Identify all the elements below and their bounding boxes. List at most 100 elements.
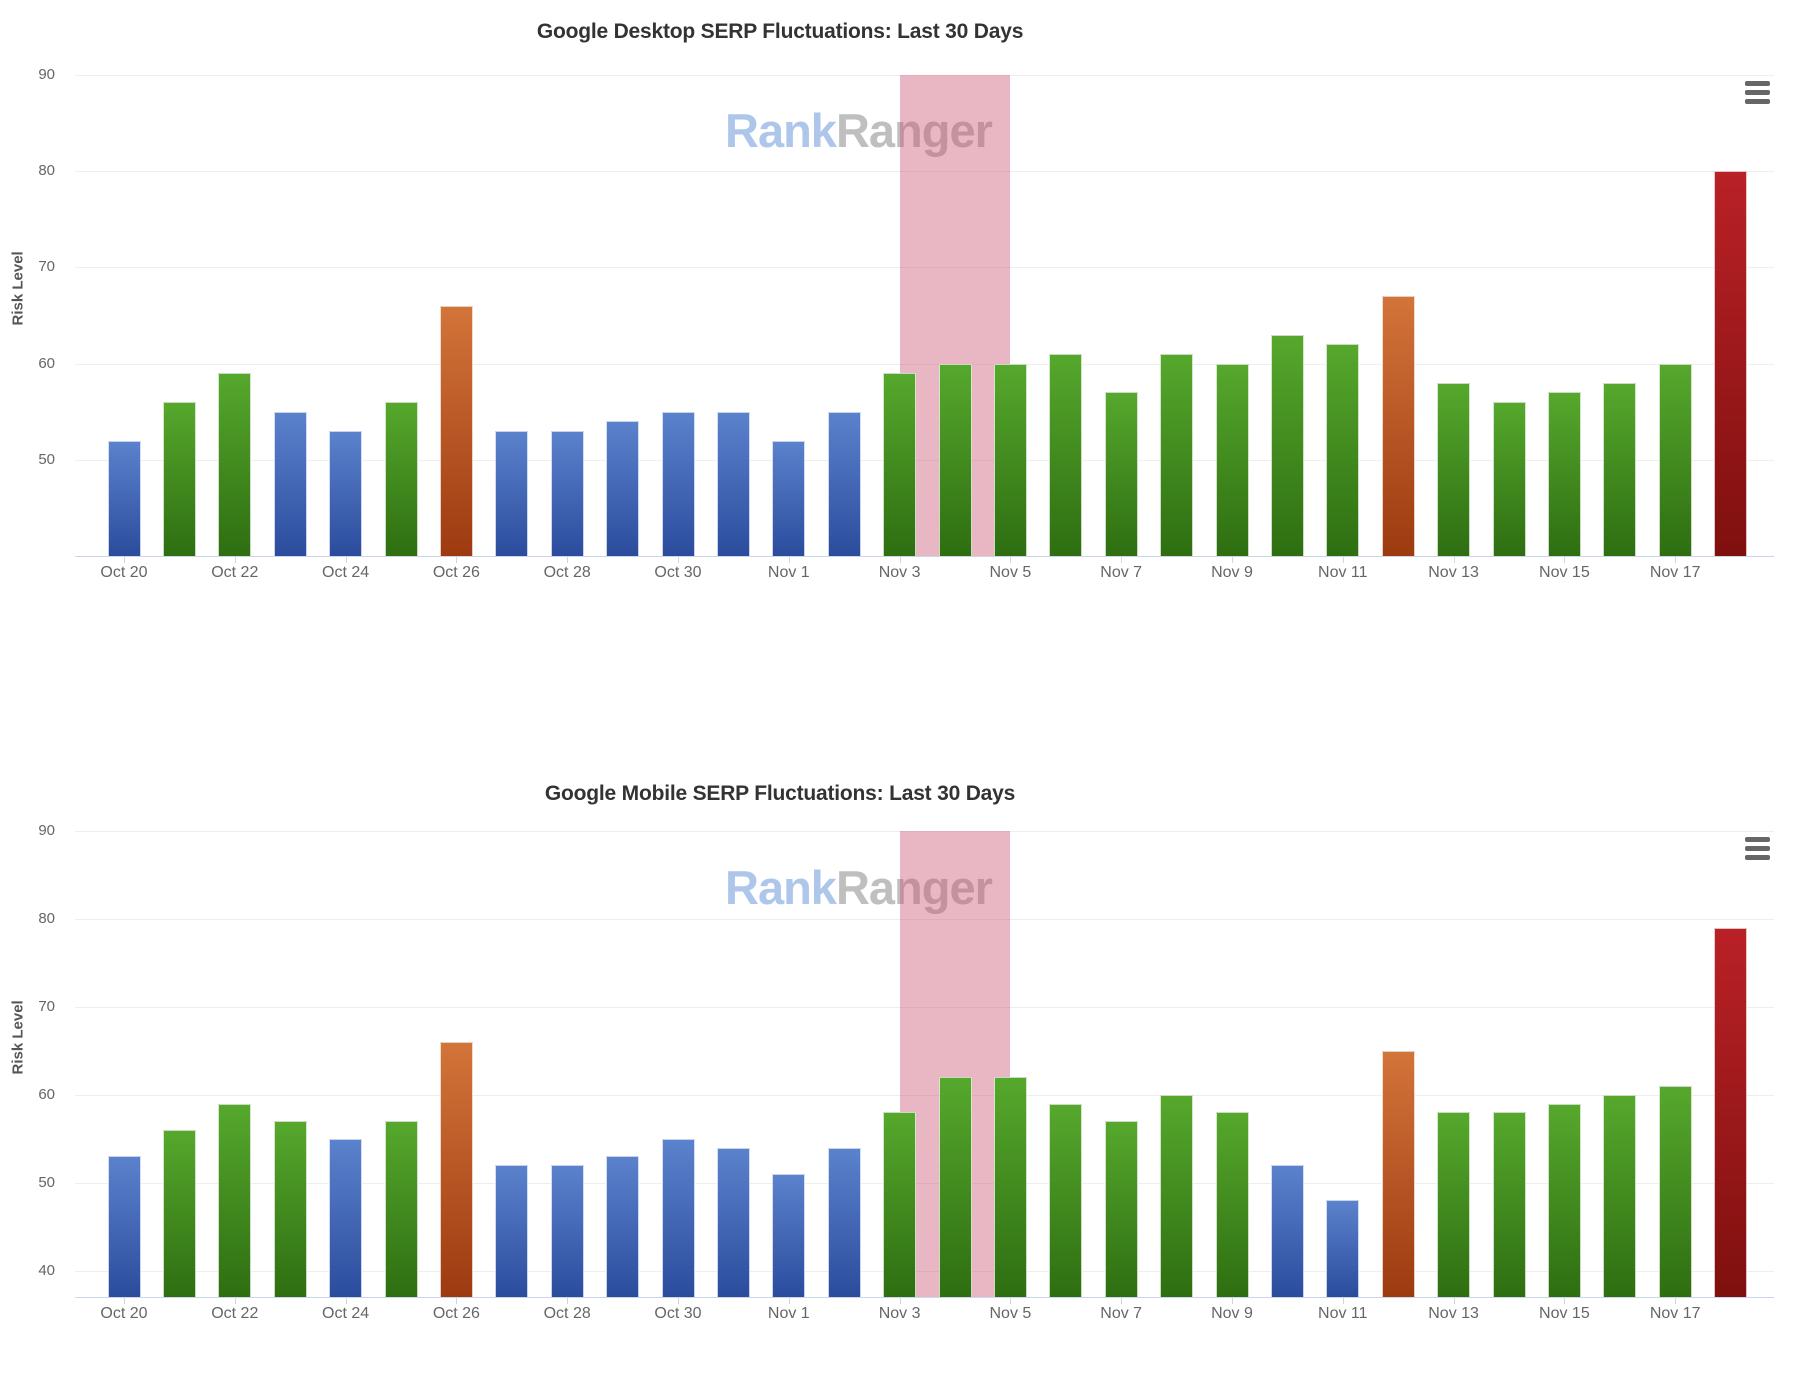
x-tick-label: Oct 26 xyxy=(432,1305,480,1322)
bar-oct-20[interactable] xyxy=(107,1156,141,1297)
bar-nov-15[interactable] xyxy=(1547,392,1581,556)
bar-nov-3[interactable] xyxy=(883,373,917,556)
bar-oct-30[interactable] xyxy=(661,411,695,556)
x-tick-label: Oct 22 xyxy=(211,1305,259,1322)
mobile-plot-area xyxy=(75,831,1774,1298)
bar-oct-24[interactable] xyxy=(329,430,363,556)
tick-mark xyxy=(1342,557,1344,563)
tick-mark xyxy=(788,557,790,563)
bar-nov-18[interactable] xyxy=(1714,927,1748,1297)
bar-nov-11[interactable] xyxy=(1326,1200,1360,1297)
y-tick-label: 70 xyxy=(38,258,55,276)
y-tick-label: 40 xyxy=(38,1261,55,1279)
desktop-chart-menu-button[interactable] xyxy=(1745,81,1771,105)
x-tick-label: Nov 15 xyxy=(1539,1305,1590,1322)
bar-nov-14[interactable] xyxy=(1492,402,1526,556)
rankranger-watermark: RankRanger xyxy=(725,860,993,915)
y-tick-label: 80 xyxy=(38,909,55,927)
bar-nov-4[interactable] xyxy=(938,1077,972,1297)
x-tick-label: Oct 28 xyxy=(543,564,591,581)
x-tick-label: Nov 7 xyxy=(1100,1305,1143,1322)
bar-nov-3[interactable] xyxy=(883,1112,917,1297)
bar-nov-9[interactable] xyxy=(1215,1112,1249,1297)
x-tick-label: Oct 24 xyxy=(322,1305,370,1322)
gridline xyxy=(75,918,1774,920)
bar-nov-9[interactable] xyxy=(1215,363,1249,556)
bar-oct-30[interactable] xyxy=(661,1138,695,1297)
bar-oct-29[interactable] xyxy=(606,1156,640,1297)
tick-mark xyxy=(345,1298,347,1304)
bar-oct-28[interactable] xyxy=(550,1165,584,1297)
bar-oct-20[interactable] xyxy=(107,440,141,556)
bar-oct-29[interactable] xyxy=(606,421,640,556)
bar-nov-5[interactable] xyxy=(993,363,1027,556)
bar-oct-25[interactable] xyxy=(384,1121,418,1297)
x-tick-label: Oct 26 xyxy=(432,564,480,581)
y-tick-label: 50 xyxy=(38,1173,55,1191)
bar-nov-4[interactable] xyxy=(938,363,972,556)
bar-nov-18[interactable] xyxy=(1714,171,1748,556)
y-tick-label: 60 xyxy=(38,354,55,372)
watermark-rank: Rank xyxy=(725,861,837,914)
tick-mark xyxy=(124,1298,125,1304)
bar-oct-22[interactable] xyxy=(218,1103,252,1297)
bar-nov-17[interactable] xyxy=(1658,363,1692,556)
bar-oct-27[interactable] xyxy=(495,1165,529,1297)
bar-nov-17[interactable] xyxy=(1658,1085,1692,1297)
bar-nov-12[interactable] xyxy=(1381,296,1415,556)
bar-nov-8[interactable] xyxy=(1160,353,1194,556)
tick-mark xyxy=(1010,1298,1012,1304)
bar-nov-7[interactable] xyxy=(1104,392,1138,556)
bar-nov-6[interactable] xyxy=(1049,353,1083,556)
bar-nov-1[interactable] xyxy=(772,440,806,556)
gridline xyxy=(75,1182,1774,1184)
bar-oct-31[interactable] xyxy=(716,1147,750,1297)
tick-mark xyxy=(678,557,679,563)
x-tick-label: Nov 1 xyxy=(767,1305,810,1322)
x-tick-label: Nov 13 xyxy=(1428,1305,1479,1322)
bar-oct-23[interactable] xyxy=(273,1121,307,1297)
tick-mark xyxy=(567,1298,569,1304)
bar-oct-26[interactable] xyxy=(439,1042,473,1297)
bar-nov-2[interactable] xyxy=(827,411,861,556)
bar-oct-28[interactable] xyxy=(550,430,584,556)
bar-oct-21[interactable] xyxy=(162,402,196,556)
bar-nov-16[interactable] xyxy=(1603,1094,1637,1297)
bar-nov-14[interactable] xyxy=(1492,1112,1526,1297)
watermark-ranger: Ranger xyxy=(835,861,993,914)
bar-nov-2[interactable] xyxy=(827,1147,861,1297)
bar-nov-8[interactable] xyxy=(1160,1094,1194,1297)
bar-nov-6[interactable] xyxy=(1049,1103,1083,1297)
x-tick-label: Oct 24 xyxy=(322,564,370,581)
bar-nov-7[interactable] xyxy=(1104,1121,1138,1297)
x-tick-label: Nov 5 xyxy=(989,564,1032,581)
bar-oct-31[interactable] xyxy=(716,411,750,556)
bar-nov-10[interactable] xyxy=(1270,1165,1304,1297)
bar-oct-23[interactable] xyxy=(273,411,307,556)
gridline xyxy=(75,1270,1774,1272)
bar-oct-21[interactable] xyxy=(162,1129,196,1297)
bar-nov-11[interactable] xyxy=(1326,344,1360,556)
mobile-chart-menu-button[interactable] xyxy=(1745,837,1771,861)
bar-oct-26[interactable] xyxy=(439,305,473,556)
bar-nov-16[interactable] xyxy=(1603,382,1637,556)
x-tick-label: Nov 1 xyxy=(767,564,810,581)
bar-oct-27[interactable] xyxy=(495,430,529,556)
tick-mark xyxy=(1232,1298,1233,1304)
bar-nov-1[interactable] xyxy=(772,1173,806,1297)
tick-mark xyxy=(1675,1298,1677,1304)
x-tick-label: Nov 15 xyxy=(1539,564,1590,581)
bar-nov-12[interactable] xyxy=(1381,1050,1415,1297)
bar-nov-10[interactable] xyxy=(1270,334,1304,556)
desktop-plot-area xyxy=(75,75,1774,557)
bar-oct-22[interactable] xyxy=(218,373,252,556)
bar-nov-13[interactable] xyxy=(1437,1112,1471,1297)
bar-nov-15[interactable] xyxy=(1547,1103,1581,1297)
bar-oct-25[interactable] xyxy=(384,402,418,556)
mobile-y-axis-title: Risk Level xyxy=(9,1000,27,1075)
x-tick-label: Nov 11 xyxy=(1318,1305,1368,1322)
bar-oct-24[interactable] xyxy=(329,1138,363,1297)
bar-nov-13[interactable] xyxy=(1437,382,1471,556)
bar-nov-5[interactable] xyxy=(993,1077,1027,1297)
